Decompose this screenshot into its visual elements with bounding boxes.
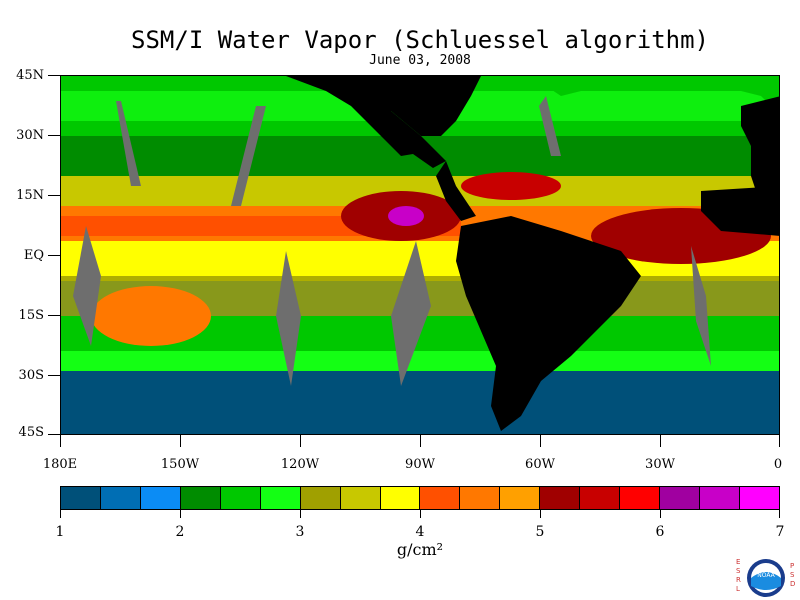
logo-letter: S: [736, 567, 741, 575]
colorbar-cell: [100, 487, 141, 509]
lat-tick: [48, 434, 60, 435]
logo-letter: S: [790, 571, 795, 579]
colorbar-cell: [340, 487, 381, 509]
colorbar-tick: [779, 510, 780, 518]
logo-letter: P: [790, 562, 795, 570]
water-vapor-map: [60, 75, 780, 435]
colorbar-tick-label: 4: [415, 524, 425, 540]
colorbar-tick-label: 6: [655, 524, 665, 540]
swath-gap: [73, 226, 101, 346]
colorbar-tick: [660, 510, 661, 518]
central-america-land: [436, 161, 476, 221]
lon-tick: [779, 435, 780, 447]
colorbar-cell: [739, 487, 779, 509]
lat-tick: [48, 75, 60, 76]
colorbar-cell: [420, 487, 461, 509]
lat-label-30s: 30S: [18, 368, 44, 383]
colorbar-cell: [620, 487, 661, 509]
lon-tick: [540, 435, 541, 447]
colorbar-cell: [220, 487, 261, 509]
logo-letter: D: [790, 580, 796, 588]
lat-tick: [48, 375, 60, 376]
map-title: SSM/I Water Vapor (Schluessel algorithm): [131, 26, 709, 54]
lon-label-150w: 150W: [160, 457, 200, 472]
humid-zone-south-pacific: [91, 286, 211, 346]
colorbar-cell: [660, 487, 700, 509]
swath-gap: [391, 241, 431, 386]
colorbar-cell: [500, 487, 541, 509]
south-america-land: [456, 216, 641, 431]
lon-tick: [180, 435, 181, 447]
colorbar-tick-label: 7: [775, 524, 785, 540]
swath-gap: [691, 246, 711, 366]
swath-gap: [539, 96, 561, 156]
logo-letter: R: [736, 576, 741, 584]
colorbar: [60, 486, 780, 510]
colorbar-tick-label: 3: [295, 524, 305, 540]
lon-label-120w: 120W: [280, 457, 320, 472]
west-africa-land: [701, 186, 779, 236]
vapor-band-south-bright: [61, 351, 779, 371]
lat-label-45s: 45S: [18, 425, 44, 440]
colorbar-cell: [61, 487, 101, 509]
colorbar-cell: [140, 487, 181, 509]
lon-label-60w: 60W: [525, 457, 555, 472]
vapor-band-south-dry: [61, 371, 779, 434]
colorbar-tick-label: 5: [535, 524, 545, 540]
logo-center-text: NOAA: [757, 572, 775, 579]
lon-tick: [60, 435, 61, 447]
swath-gap: [276, 251, 301, 386]
humid-zone-caribbean: [461, 172, 561, 200]
lon-label-30w: 30W: [645, 457, 675, 472]
logo-right-letters: P S D: [790, 562, 795, 589]
north-america-east-land: [391, 76, 481, 136]
colorbar-cell: [380, 487, 421, 509]
lat-tick: [48, 195, 60, 196]
colorbar-tick: [420, 510, 421, 518]
lon-tick: [300, 435, 301, 447]
lon-tick: [660, 435, 661, 447]
lat-tick: [48, 135, 60, 136]
swath-gap: [231, 106, 266, 206]
logo-letter: E: [736, 558, 741, 566]
lat-label-15n: 15N: [16, 188, 44, 203]
lon-tick: [420, 435, 421, 447]
logo-letter: L: [736, 585, 740, 593]
colorbar-tick: [180, 510, 181, 518]
colorbar-tick: [540, 510, 541, 518]
colorbar-cell: [460, 487, 501, 509]
lon-label-0: 0: [773, 457, 783, 472]
lat-label-15s: 15S: [18, 308, 44, 323]
colorbar-cell: [540, 487, 581, 509]
north-america-land: [286, 76, 446, 168]
water-vapor-map-svg: [61, 76, 779, 434]
colorbar-tick: [300, 510, 301, 518]
colorbar-cell: [300, 487, 341, 509]
colorbar-unit-label: g/cm²: [396, 540, 444, 559]
colorbar-cell: [580, 487, 621, 509]
lat-label-eq: EQ: [23, 248, 44, 263]
north-atlantic-band: [531, 76, 779, 114]
lat-tick: [48, 315, 60, 316]
colorbar-tick-label: 2: [175, 524, 185, 540]
colorbar-cell: [180, 487, 221, 509]
lat-label-45n: 45N: [16, 68, 44, 83]
colorbar-tick: [60, 510, 61, 518]
lon-label-180e: 180E: [42, 457, 78, 472]
map-date-subtitle: June 03, 2008: [369, 53, 471, 68]
lat-tick: [48, 255, 60, 256]
lat-label-30n: 30N: [16, 128, 44, 143]
lon-label-90w: 90W: [405, 457, 435, 472]
logo-left-letters: E S R L: [736, 558, 741, 594]
colorbar-cell: [260, 487, 301, 509]
noaa-emblem-icon: NOAA: [747, 559, 785, 597]
colorbar-cell: [700, 487, 740, 509]
swath-gap: [116, 101, 141, 186]
noaa-esrl-psd-logo: E S R L NOAA P S D: [732, 556, 800, 600]
peak-vapor-zone: [388, 206, 424, 226]
colorbar-tick-label: 1: [55, 524, 65, 540]
